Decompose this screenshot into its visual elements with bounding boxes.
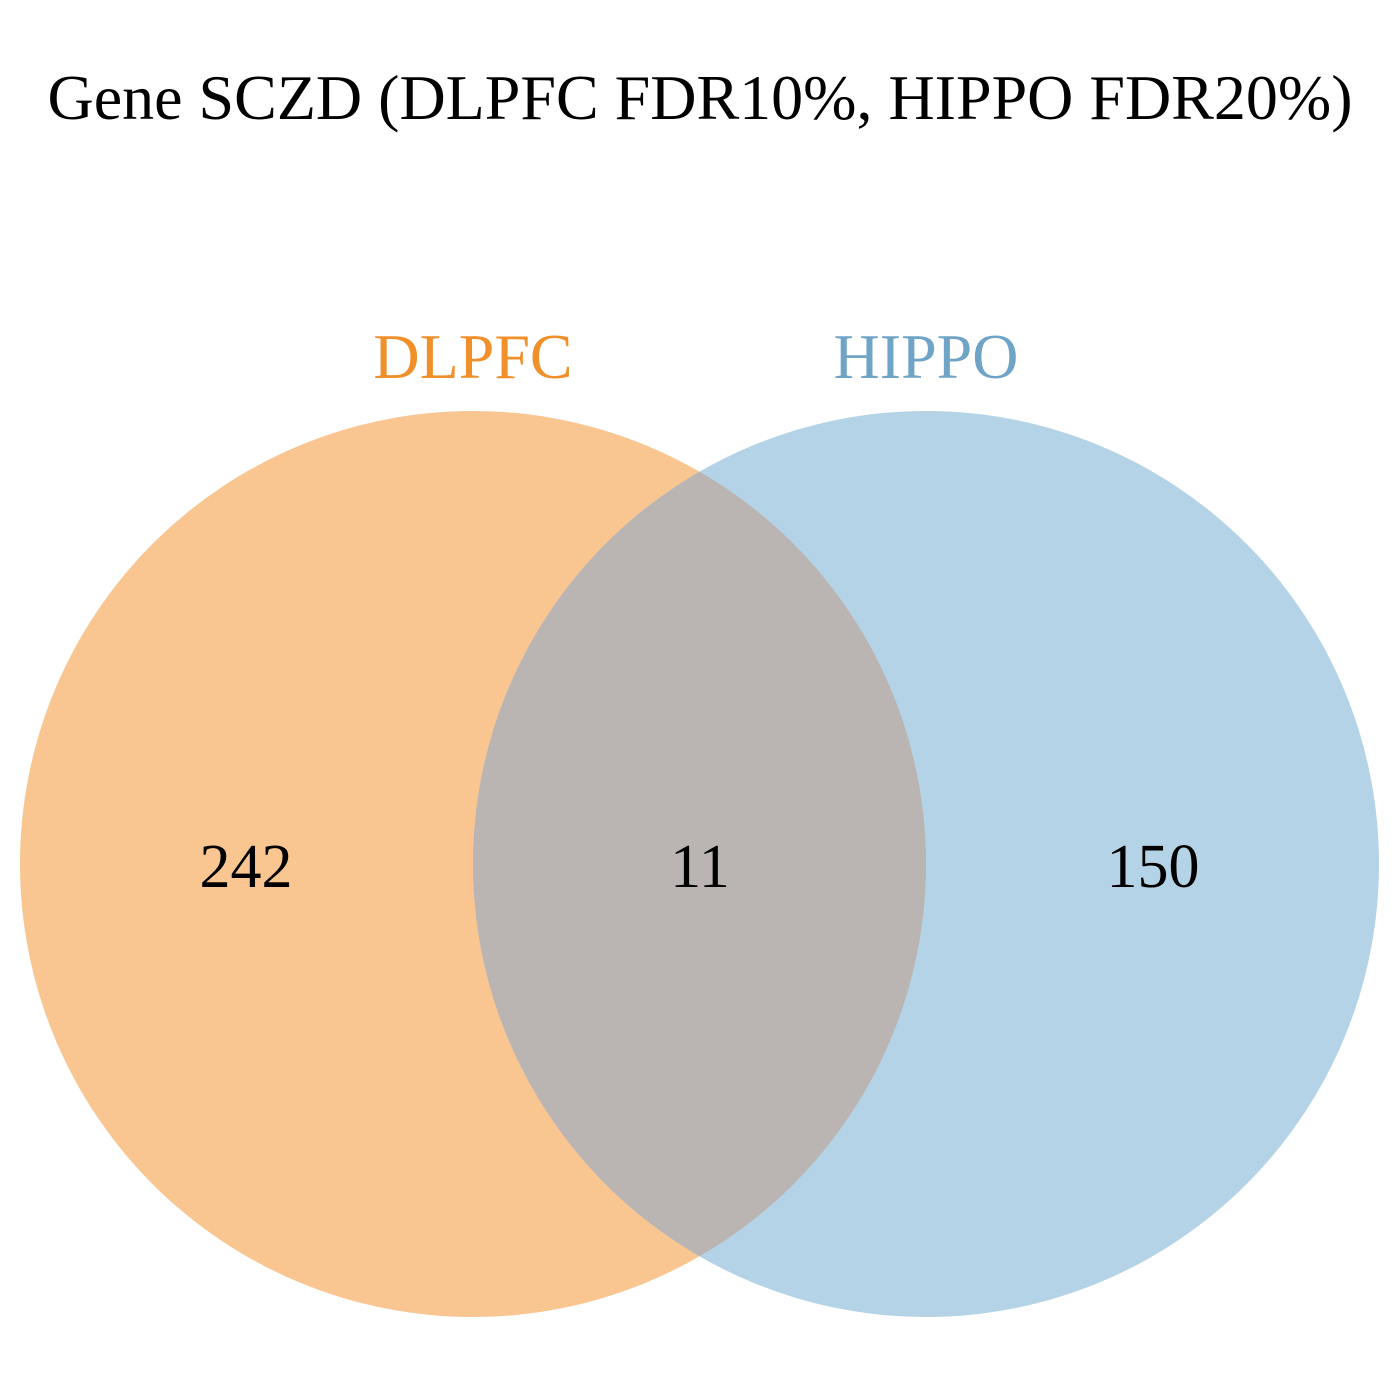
diagram-title: Gene SCZD (DLPFC FDR10%, HIPPO FDR20%) xyxy=(47,62,1353,133)
intersection-count: 11 xyxy=(670,833,730,901)
hippo-only-count: 150 xyxy=(1107,833,1200,901)
dlpfc-only-count: 242 xyxy=(200,833,293,901)
intersection-region xyxy=(473,411,926,1317)
hippo-label: HIPPO xyxy=(834,321,1019,392)
dlpfc-label: DLPFC xyxy=(373,321,572,392)
